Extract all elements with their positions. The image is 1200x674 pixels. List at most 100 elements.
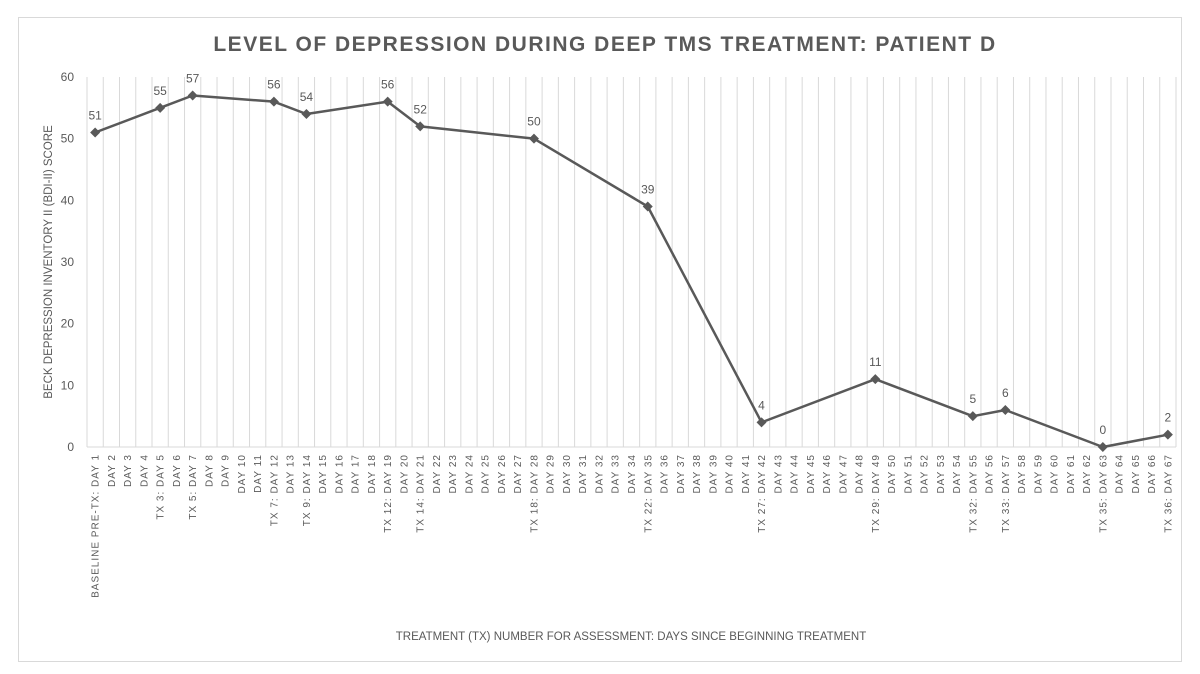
x-tick-label: DAY 2 bbox=[107, 454, 118, 487]
x-tick-label: DAY 9 bbox=[221, 454, 232, 487]
data-point-marker bbox=[870, 374, 881, 385]
x-tick-label: TX 3: DAY 5 bbox=[156, 454, 167, 520]
data-point-marker bbox=[967, 411, 978, 422]
x-tick-label: DAY 18 bbox=[367, 454, 378, 494]
x-tick-label: DAY 33 bbox=[611, 454, 622, 494]
data-point-marker bbox=[1162, 429, 1173, 440]
data-label: 39 bbox=[641, 183, 655, 197]
y-tick-label: 50 bbox=[61, 132, 75, 146]
data-label: 0 bbox=[1100, 423, 1107, 437]
x-tick-label: DAY 51 bbox=[903, 454, 914, 494]
x-axis-title: TREATMENT (TX) NUMBER FOR ASSESSMENT: DA… bbox=[396, 631, 866, 643]
x-tick-label: DAY 32 bbox=[594, 454, 605, 494]
data-point-marker bbox=[642, 201, 653, 212]
data-label: 56 bbox=[267, 78, 281, 92]
x-tick-label: DAY 3 bbox=[123, 454, 134, 487]
y-tick-label: 0 bbox=[67, 440, 74, 454]
data-label: 57 bbox=[186, 72, 200, 86]
x-tick-label: DAY 65 bbox=[1131, 454, 1142, 494]
y-tick-label: 20 bbox=[61, 317, 75, 331]
x-axis: BASELINE PRE-TX: DAY 1 DAY 2 DAY 3 DAY 4 TX … bbox=[87, 446, 1176, 598]
data-point-marker bbox=[90, 127, 101, 138]
x-tick-label: DAY 48 bbox=[855, 454, 866, 494]
x-tick-label: DAY 8 bbox=[204, 454, 215, 487]
x-tick-label: TX 14: DAY 21 bbox=[416, 454, 427, 533]
x-tick-label: TX 29: DAY 49 bbox=[871, 454, 882, 533]
data-label: 54 bbox=[300, 90, 314, 104]
x-tick-label: DAY 37 bbox=[676, 454, 687, 494]
x-tick-label: DAY 62 bbox=[1082, 454, 1093, 494]
x-tick-label: DAY 58 bbox=[1017, 454, 1028, 494]
x-tick-label: DAY 56 bbox=[985, 454, 996, 494]
x-tick-label: DAY 47 bbox=[838, 454, 849, 494]
x-tick-label: DAY 52 bbox=[920, 454, 931, 494]
x-tick-label: DAY 25 bbox=[481, 454, 492, 494]
x-tick-label: DAY 54 bbox=[952, 454, 963, 494]
data-label: 52 bbox=[414, 102, 428, 116]
data-label: 56 bbox=[381, 78, 395, 92]
data-label: 2 bbox=[1165, 411, 1172, 425]
data-point-marker bbox=[382, 96, 393, 107]
data-point-marker bbox=[155, 102, 166, 113]
y-axis-title: BECK DEPRESSION INVENTORY II (BDI-II) SC… bbox=[43, 125, 55, 399]
x-tick-label: DAY 66 bbox=[1147, 454, 1158, 494]
x-tick-label: DAY 17 bbox=[351, 454, 362, 494]
x-tick-label: TX 9: DAY 14 bbox=[302, 454, 313, 526]
x-tick-label: DAY 4 bbox=[139, 454, 150, 487]
y-axis: 0 10 20 30 40 50 60 bbox=[61, 70, 75, 454]
x-tick-label: TX 27: DAY 42 bbox=[757, 454, 768, 533]
data-label: 6 bbox=[1002, 386, 1009, 400]
x-tick-label: DAY 30 bbox=[562, 454, 573, 494]
x-tick-label: DAY 45 bbox=[806, 454, 817, 494]
x-tick-label: DAY 26 bbox=[497, 454, 508, 494]
y-tick-label: 40 bbox=[61, 193, 75, 207]
data-label: 51 bbox=[88, 109, 102, 123]
data-point-marker bbox=[1097, 442, 1108, 452]
data-point-marker bbox=[187, 90, 198, 101]
x-tick-label: TX 18: DAY 28 bbox=[529, 454, 540, 533]
x-tick-label: DAY 38 bbox=[692, 454, 703, 494]
x-tick-label: TX 33: DAY 57 bbox=[1001, 454, 1012, 533]
x-tick-label: DAY 10 bbox=[237, 454, 248, 494]
x-tick-label: TX 32: DAY 55 bbox=[968, 454, 979, 533]
x-tick-label: DAY 50 bbox=[887, 454, 898, 494]
x-tick-label: DAY 40 bbox=[725, 454, 736, 494]
x-tick-label: DAY 46 bbox=[822, 454, 833, 494]
data-point-marker bbox=[1000, 405, 1011, 415]
data-point-marker bbox=[268, 96, 279, 107]
x-tick-label: DAY 23 bbox=[448, 454, 459, 494]
x-tick-label: DAY 34 bbox=[627, 454, 638, 494]
x-tick-label: BASELINE PRE-TX: DAY 1 bbox=[91, 454, 102, 598]
x-tick-label: DAY 22 bbox=[432, 454, 443, 494]
data-point-marker bbox=[528, 133, 539, 144]
x-tick-label: DAY 15 bbox=[318, 454, 329, 494]
chart-frame bbox=[18, 17, 1182, 662]
x-tick-label: TX 22: DAY 35 bbox=[643, 454, 654, 533]
x-tick-label: DAY 60 bbox=[1050, 454, 1061, 494]
x-tick-label: DAY 59 bbox=[1033, 454, 1044, 494]
x-tick-label: DAY 53 bbox=[936, 454, 947, 494]
x-tick-label: DAY 31 bbox=[578, 454, 589, 494]
x-tick-label: DAY 29 bbox=[546, 454, 557, 494]
data-point-marker bbox=[415, 121, 426, 132]
y-tick-label: 60 bbox=[61, 70, 75, 84]
x-tick-label: DAY 27 bbox=[513, 454, 524, 494]
gridlines bbox=[86, 77, 1177, 447]
x-tick-label: DAY 36 bbox=[660, 454, 671, 494]
x-tick-label: DAY 16 bbox=[334, 454, 345, 494]
x-tick-label: DAY 44 bbox=[790, 454, 801, 494]
y-tick-label: 10 bbox=[61, 378, 75, 392]
x-tick-label: DAY 6 bbox=[172, 454, 183, 487]
data-label: 50 bbox=[527, 115, 541, 129]
x-tick-label: DAY 41 bbox=[741, 454, 752, 494]
x-tick-label: DAY 43 bbox=[773, 454, 784, 494]
data-label: 5 bbox=[969, 392, 976, 406]
chart-title: LEVEL OF DEPRESSION DURING DEEP TMS TREA… bbox=[213, 33, 996, 56]
x-tick-label: TX 7: DAY 12 bbox=[269, 454, 280, 526]
x-tick-label: DAY 64 bbox=[1115, 454, 1126, 494]
x-tick-label: DAY 61 bbox=[1066, 454, 1077, 494]
x-tick-label: TX 35: DAY 63 bbox=[1098, 454, 1109, 533]
x-tick-label: TX 5: DAY 7 bbox=[188, 454, 199, 520]
